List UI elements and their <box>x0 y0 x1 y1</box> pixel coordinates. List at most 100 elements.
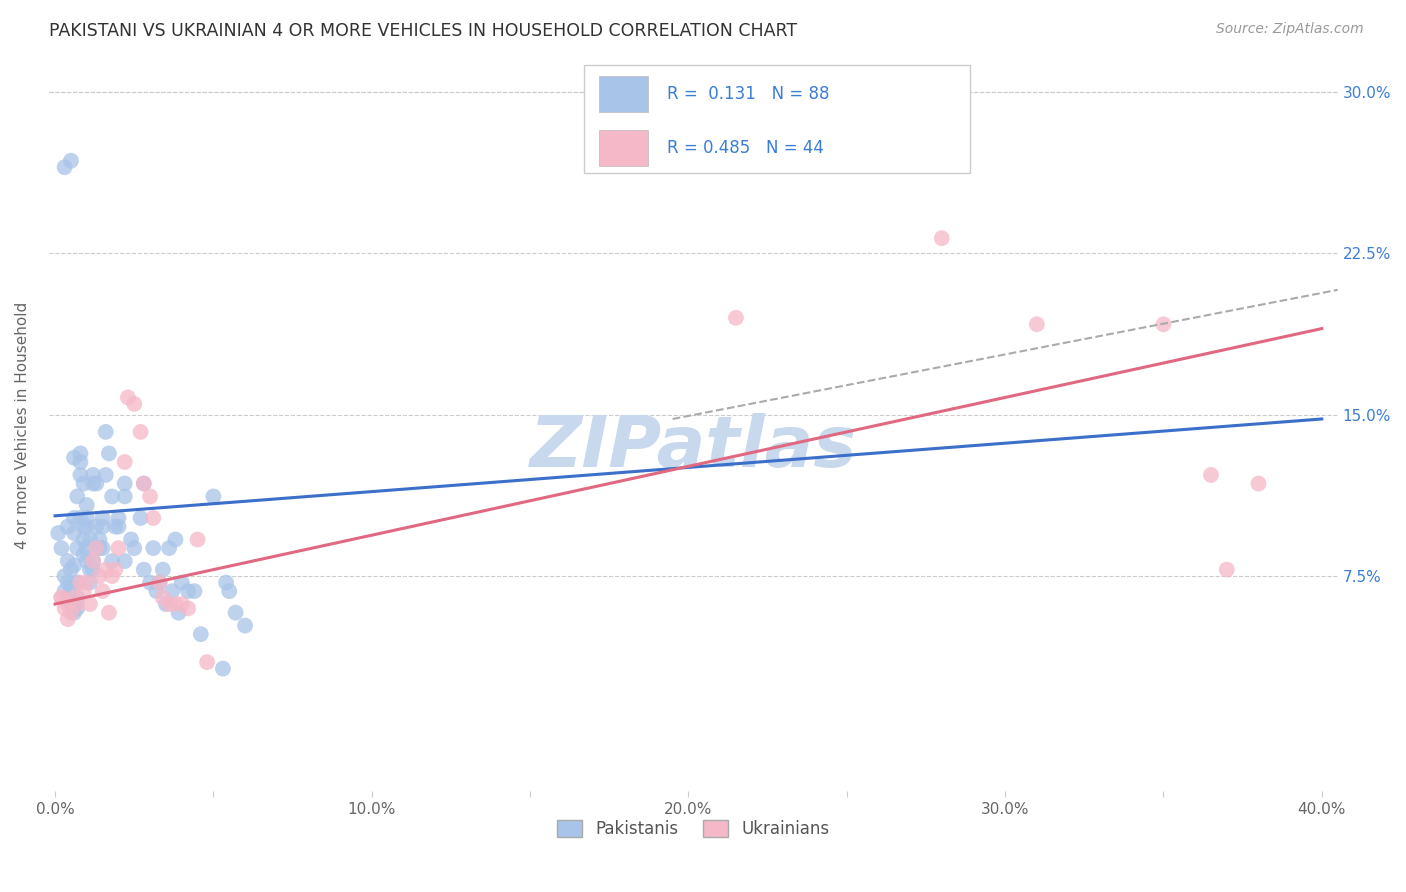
Point <box>76 511 98 525</box>
Point <box>122 397 145 411</box>
Point <box>120 533 142 547</box>
Point <box>63 597 86 611</box>
Point <box>69 467 91 482</box>
Point <box>114 455 136 469</box>
Point <box>53 160 76 174</box>
Point <box>132 476 155 491</box>
Text: R =  0.131   N = 88: R = 0.131 N = 88 <box>668 85 830 103</box>
Point <box>51 541 73 555</box>
Point <box>53 601 76 615</box>
Point <box>152 563 174 577</box>
Point <box>51 591 73 605</box>
Point <box>1247 476 1270 491</box>
Point <box>76 575 98 590</box>
Point <box>91 519 114 533</box>
Point <box>69 575 91 590</box>
Text: Source: ZipAtlas.com: Source: ZipAtlas.com <box>1216 22 1364 37</box>
Y-axis label: 4 or more Vehicles in Household: 4 or more Vehicles in Household <box>15 301 30 549</box>
Point <box>162 584 184 599</box>
FancyBboxPatch shape <box>599 76 648 112</box>
Point <box>72 584 94 599</box>
Point <box>104 519 127 533</box>
Point <box>69 446 91 460</box>
Point <box>165 597 187 611</box>
Point <box>183 584 205 599</box>
Point <box>693 153 716 168</box>
Point <box>225 606 247 620</box>
Point <box>56 554 79 568</box>
Point <box>931 231 953 245</box>
Point <box>101 490 124 504</box>
Point <box>76 554 98 568</box>
Point <box>79 575 101 590</box>
Point <box>72 519 94 533</box>
Point <box>69 511 91 525</box>
Point <box>91 511 114 525</box>
Point <box>177 584 200 599</box>
Point <box>94 425 117 439</box>
Point <box>149 575 172 590</box>
Point <box>157 541 180 555</box>
Point <box>82 554 104 568</box>
Point <box>218 584 240 599</box>
Point <box>89 541 111 555</box>
Point <box>82 467 104 482</box>
Point <box>165 533 187 547</box>
Point <box>1199 467 1222 482</box>
Point <box>63 511 86 525</box>
Point <box>84 519 107 533</box>
Point <box>107 511 129 525</box>
Point <box>59 563 82 577</box>
Point <box>82 554 104 568</box>
Legend: Pakistanis, Ukrainians: Pakistanis, Ukrainians <box>550 814 837 845</box>
Point <box>114 476 136 491</box>
Point <box>56 597 79 611</box>
Point <box>82 476 104 491</box>
Point <box>46 526 69 541</box>
Point <box>56 612 79 626</box>
Point <box>56 591 79 605</box>
Point <box>107 541 129 555</box>
Point <box>724 310 747 325</box>
Point <box>59 606 82 620</box>
Point <box>59 597 82 611</box>
Point <box>101 569 124 583</box>
Point <box>94 467 117 482</box>
Point <box>94 563 117 577</box>
Point <box>89 569 111 583</box>
Point <box>157 597 180 611</box>
Point <box>63 558 86 573</box>
Point <box>84 541 107 555</box>
Point <box>63 526 86 541</box>
Point <box>212 662 235 676</box>
Point <box>129 425 152 439</box>
Point <box>1152 318 1174 332</box>
Point <box>132 563 155 577</box>
Point <box>82 563 104 577</box>
Point <box>76 498 98 512</box>
Point <box>97 446 120 460</box>
Point <box>76 541 98 555</box>
Point <box>89 533 111 547</box>
Point <box>63 591 86 605</box>
Point <box>233 618 256 632</box>
Point <box>66 541 89 555</box>
Point <box>142 541 165 555</box>
Point <box>114 554 136 568</box>
Point <box>202 490 225 504</box>
Point <box>117 391 139 405</box>
FancyBboxPatch shape <box>583 65 970 173</box>
Point <box>66 597 89 611</box>
Text: R = 0.485   N = 44: R = 0.485 N = 44 <box>668 139 824 157</box>
Point <box>79 597 101 611</box>
Point <box>145 584 167 599</box>
Point <box>51 591 73 605</box>
Point <box>97 606 120 620</box>
Point <box>66 591 89 605</box>
Point <box>122 541 145 555</box>
Point <box>142 511 165 525</box>
Point <box>56 575 79 590</box>
Point <box>72 548 94 562</box>
Text: PAKISTANI VS UKRAINIAN 4 OR MORE VEHICLES IN HOUSEHOLD CORRELATION CHART: PAKISTANI VS UKRAINIAN 4 OR MORE VEHICLE… <box>49 22 797 40</box>
Point <box>129 511 152 525</box>
